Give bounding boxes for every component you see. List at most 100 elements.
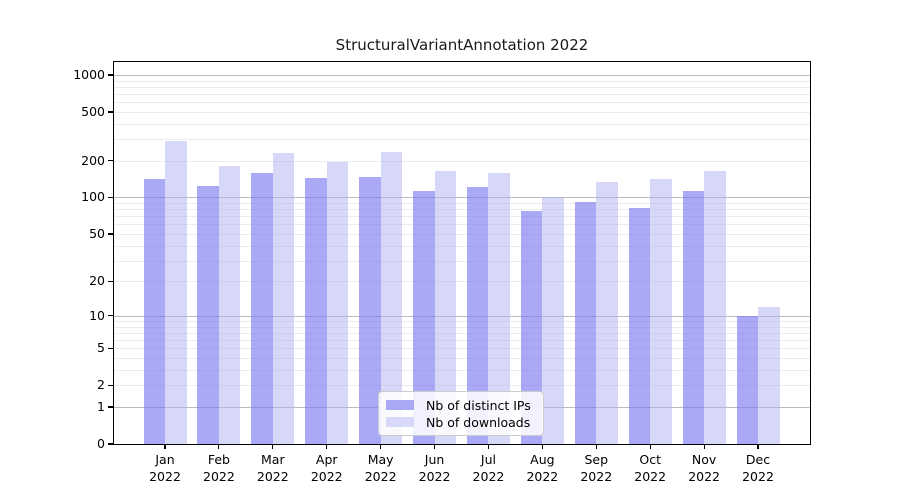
legend-item-distinct-ips: Nb of distinct IPs [386,397,535,413]
x-axis-tick-mark [703,445,705,449]
bar-distinct-ips [413,191,435,444]
bar-downloads [758,306,780,444]
gridline-minor [114,80,810,82]
gridline-minor [114,233,810,235]
chart-title: StructuralVariantAnnotation 2022 [335,36,589,54]
legend-label-distinct-ips: Nb of distinct IPs [426,397,531,413]
x-axis-tick-label: Oct 2022 [610,451,690,485]
year-label: 2022 [310,469,343,484]
bar-downloads [434,170,457,444]
y-axis-tick-mark [108,384,113,386]
gridline-minor [114,358,810,360]
gridline-minor [114,385,810,387]
y-axis-tick-mark [108,443,113,445]
gridline-minor [114,326,810,328]
gridline-minor [114,160,810,162]
bar-downloads [165,140,187,444]
year-label: 2022 [742,469,774,484]
y-axis-tick-mark [108,233,113,235]
bar-distinct-ips [574,201,597,444]
bar-distinct-ips [736,315,758,444]
legend-swatch-distinct-ips [386,400,414,410]
gridline-minor [114,123,810,125]
x-axis-tick-label: Apr 2022 [287,451,367,485]
gridline-minor [114,340,810,342]
legend-swatch-downloads [386,417,414,427]
y-axis-tick-label: 1 [97,398,105,414]
gridline-minor [114,348,810,350]
bar-distinct-ips [628,207,651,444]
y-axis-tick-label: 10 [89,307,105,323]
y-axis-tick-label: 0 [97,436,105,451]
month-label: Feb [207,452,230,467]
y-axis-tick-label: 2 [97,377,105,393]
month-label: Sep [584,452,609,467]
gridline-minor [114,281,810,283]
x-axis-tick-label: Feb 2022 [179,451,259,485]
y-axis-tick-label: 5 [97,340,105,356]
y-axis-tick-label: 100 [81,189,105,205]
year-label: 2022 [634,469,667,484]
x-axis-tick-label: Jul 2022 [448,451,528,485]
x-axis-tick-mark [487,445,490,449]
month-label: Aug [530,452,555,467]
gridline-minor [114,93,810,95]
x-axis-tick-mark [541,445,543,449]
month-label: Jan [155,452,175,467]
year-label: 2022 [472,469,505,484]
bar-downloads [704,170,726,444]
x-axis-tick-mark [433,445,436,449]
gridline-minor [114,209,810,211]
legend: Nb of distinct IPs Nb of downloads [378,391,544,436]
gridline-minor [114,321,810,322]
year-label: 2022 [688,469,720,484]
bar-downloads [596,181,618,444]
x-axis-tick-label: Aug 2022 [502,451,582,485]
bar-downloads [380,151,403,444]
month-label: Jun [424,452,445,467]
x-axis-tick-label: Mar 2022 [233,451,313,485]
y-axis-tick-label: 20 [89,273,105,289]
y-axis-tick-mark [108,111,113,113]
y-axis-tick-mark [108,406,113,408]
month-label: Apr [315,452,338,467]
x-axis-tick-mark [380,445,382,449]
gridline-minor [114,332,810,334]
x-axis-tick-mark [326,445,328,449]
x-axis-tick-mark [757,445,759,449]
bar-distinct-ips [251,173,273,444]
month-label: May [367,452,394,467]
gridline-major [114,74,810,76]
bar-distinct-ips [143,178,165,444]
gridline-minor [114,245,810,247]
year-label: 2022 [526,469,559,484]
y-axis-tick-label: 200 [81,152,105,168]
y-axis-tick-label: 1000 [73,66,105,82]
gridline-minor [114,111,810,113]
month-label: Mar [261,452,285,467]
gridline-major [114,197,810,199]
bar-downloads [650,178,672,444]
x-axis-tick-mark [272,445,274,449]
year-label: 2022 [149,469,181,484]
bar-distinct-ips [305,177,327,444]
month-label: Dec [745,452,771,467]
x-axis-tick-mark [649,445,651,449]
month-label: Oct [639,452,661,467]
x-axis-tick-label: Nov 2022 [664,451,744,485]
gridline-minor [114,203,810,205]
bar-downloads [326,161,349,444]
year-label: 2022 [364,469,397,484]
bar-distinct-ips [520,210,543,444]
y-axis-tick-mark [108,196,113,199]
year-label: 2022 [580,469,613,484]
year-label: 2022 [418,469,451,484]
bar-downloads [272,153,295,444]
x-axis-tick-mark [218,445,220,449]
y-axis-tick-mark [108,160,113,162]
y-axis-tick-mark [108,280,113,282]
gridline-minor [114,224,810,226]
x-axis-tick-label: Sep 2022 [556,451,636,485]
x-axis-tick-mark [595,445,597,449]
